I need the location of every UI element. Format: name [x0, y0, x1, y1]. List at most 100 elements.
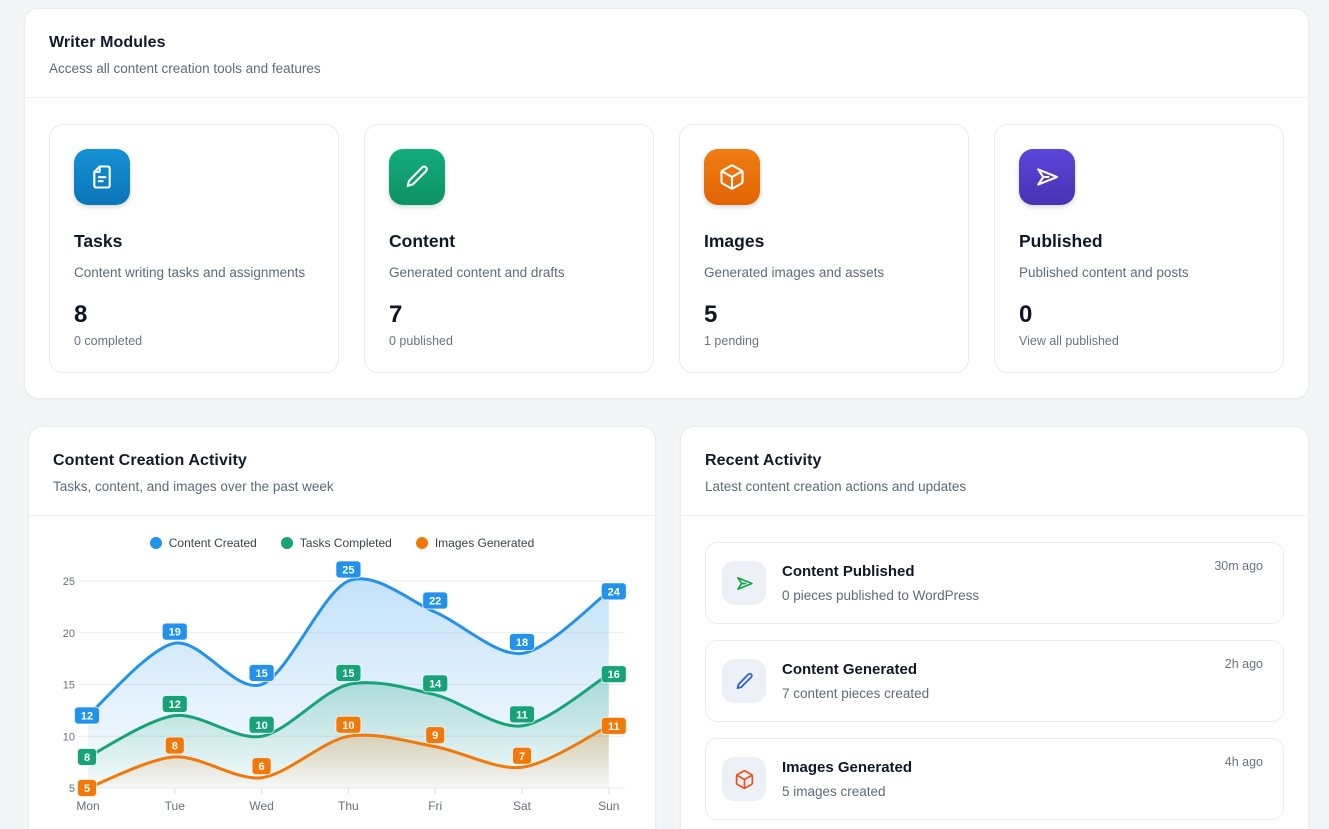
svg-text:Mon: Mon	[76, 799, 99, 813]
svg-text:Sun: Sun	[598, 799, 619, 813]
legend-item[interactable]: Images Generated	[415, 536, 535, 550]
content-creation-activity-panel: Content Creation Activity Tasks, content…	[28, 426, 656, 829]
legend-label: Content Created	[168, 536, 257, 550]
activity-list: Content Published 0 pieces published to …	[681, 516, 1308, 829]
svg-text:Sat: Sat	[513, 799, 532, 813]
activity-description: 0 pieces published to WordPress	[782, 588, 980, 603]
svg-text:Tue: Tue	[165, 799, 186, 813]
module-stat: 0 published	[389, 334, 453, 348]
activity-item-content-published[interactable]: Content Published 0 pieces published to …	[705, 542, 1284, 624]
recent-activity-subtitle: Latest content creation actions and upda…	[705, 479, 967, 494]
pencil-icon	[389, 149, 445, 205]
svg-text:11: 11	[608, 721, 620, 733]
writer-modules-subtitle: Access all content creation tools and fe…	[49, 61, 321, 76]
activity-text: Content Published 0 pieces published to …	[782, 563, 979, 603]
activity-title: Content Generated	[782, 661, 918, 678]
cube-icon	[704, 149, 760, 205]
svg-text:15: 15	[342, 668, 354, 680]
activity-text: Content Generated 7 content pieces creat…	[782, 661, 929, 701]
writer-modules-panel: Writer Modules Access all content creati…	[24, 8, 1309, 399]
legend-item[interactable]: Content Created	[149, 536, 257, 550]
chart-panel-subtitle: Tasks, content, and images over the past…	[53, 479, 334, 494]
activity-timestamp: 4h ago	[1224, 755, 1263, 769]
legend-dot	[149, 537, 162, 549]
writer-modules-header: Writer Modules Access all content creati…	[25, 9, 1308, 98]
module-card-images[interactable]: Images Generated images and assets 5 1 p…	[679, 124, 969, 373]
pencil-icon	[722, 659, 766, 703]
svg-text:Wed: Wed	[249, 799, 273, 813]
chart-panel-header: Content Creation Activity Tasks, content…	[29, 427, 655, 516]
module-count: 5	[704, 301, 718, 328]
svg-text:6: 6	[259, 761, 265, 773]
activity-description: 5 images created	[782, 784, 886, 799]
module-count: 7	[389, 301, 403, 328]
svg-text:12: 12	[169, 699, 181, 711]
module-description: Published content and posts	[1019, 265, 1189, 280]
chart-legend[interactable]: Content Created Tasks Completed Images Gen…	[29, 534, 655, 552]
module-card-content[interactable]: Content Generated content and drafts 7 0…	[364, 124, 654, 373]
cube-icon	[722, 757, 766, 801]
module-stat: View all published	[1019, 334, 1119, 348]
svg-text:5: 5	[84, 783, 90, 795]
activity-line-chart: 5 10 15 20 25 Mon Tue Wed Thu Fri Sat Sun 12 19 15 25 22…	[63, 560, 627, 813]
module-stat: 0 completed	[74, 334, 143, 348]
legend-dot	[415, 537, 428, 549]
legend-label: Images Generated	[434, 536, 535, 550]
send-icon	[722, 561, 766, 605]
legend-item[interactable]: Tasks Completed	[280, 536, 392, 550]
document-icon	[74, 149, 130, 205]
recent-activity-header: Recent Activity Latest content creation …	[681, 427, 1308, 516]
activity-title: Images Generated	[782, 759, 913, 776]
module-title: Images	[704, 231, 765, 251]
send-icon	[1019, 149, 1075, 205]
svg-text:14: 14	[429, 678, 442, 690]
module-description: Generated content and drafts	[389, 265, 565, 280]
recent-activity-title: Recent Activity	[705, 452, 822, 469]
module-count: 8	[74, 301, 88, 328]
svg-text:10: 10	[255, 720, 267, 732]
svg-text:5: 5	[69, 783, 75, 795]
svg-text:15: 15	[63, 680, 75, 692]
svg-text:25: 25	[342, 565, 354, 577]
svg-text:22: 22	[429, 596, 441, 608]
svg-text:16: 16	[608, 669, 620, 681]
svg-text:7: 7	[519, 751, 525, 763]
svg-text:19: 19	[169, 627, 181, 639]
module-stat: 1 pending	[704, 334, 759, 348]
module-count: 0	[1019, 301, 1033, 328]
svg-text:Fri: Fri	[428, 799, 442, 813]
bottom-row: Content Creation Activity Tasks, content…	[28, 426, 1309, 829]
svg-text:11: 11	[516, 709, 528, 721]
activity-item-images-generated[interactable]: Images Generated 5 images created 4h ago	[705, 738, 1284, 820]
activity-text: Images Generated 5 images created	[782, 759, 912, 799]
svg-text:24: 24	[608, 586, 621, 598]
module-card-tasks[interactable]: Tasks Content writing tasks and assignme…	[49, 124, 339, 373]
legend-dot	[280, 537, 293, 549]
svg-text:15: 15	[255, 668, 267, 680]
activity-timestamp: 30m ago	[1214, 559, 1263, 573]
svg-text:18: 18	[516, 637, 528, 649]
svg-text:9: 9	[432, 730, 438, 742]
activity-timestamp: 2h ago	[1224, 657, 1263, 671]
chart-panel-title: Content Creation Activity	[53, 452, 247, 469]
svg-text:12: 12	[81, 711, 93, 723]
svg-text:8: 8	[84, 752, 90, 764]
chart-body: Content Created Tasks Completed Images Gen…	[29, 516, 655, 829]
module-description: Content writing tasks and assignments	[74, 265, 306, 280]
writer-modules-title: Writer Modules	[49, 34, 166, 51]
module-card-published[interactable]: Published Published content and posts 0 …	[994, 124, 1284, 373]
legend-label: Tasks Completed	[299, 536, 392, 550]
svg-text:10: 10	[63, 731, 75, 743]
recent-activity-panel: Recent Activity Latest content creation …	[680, 426, 1309, 829]
modules-row: Tasks Content writing tasks and assignme…	[25, 98, 1308, 398]
module-description: Generated images and assets	[704, 265, 885, 280]
activity-item-content-generated[interactable]: Content Generated 7 content pieces creat…	[705, 640, 1284, 722]
module-title: Tasks	[74, 231, 123, 251]
module-title: Published	[1019, 231, 1103, 251]
module-title: Content	[389, 231, 456, 251]
svg-text:8: 8	[172, 740, 178, 752]
svg-text:Thu: Thu	[338, 799, 359, 813]
svg-text:20: 20	[63, 628, 75, 640]
svg-text:10: 10	[342, 720, 354, 732]
